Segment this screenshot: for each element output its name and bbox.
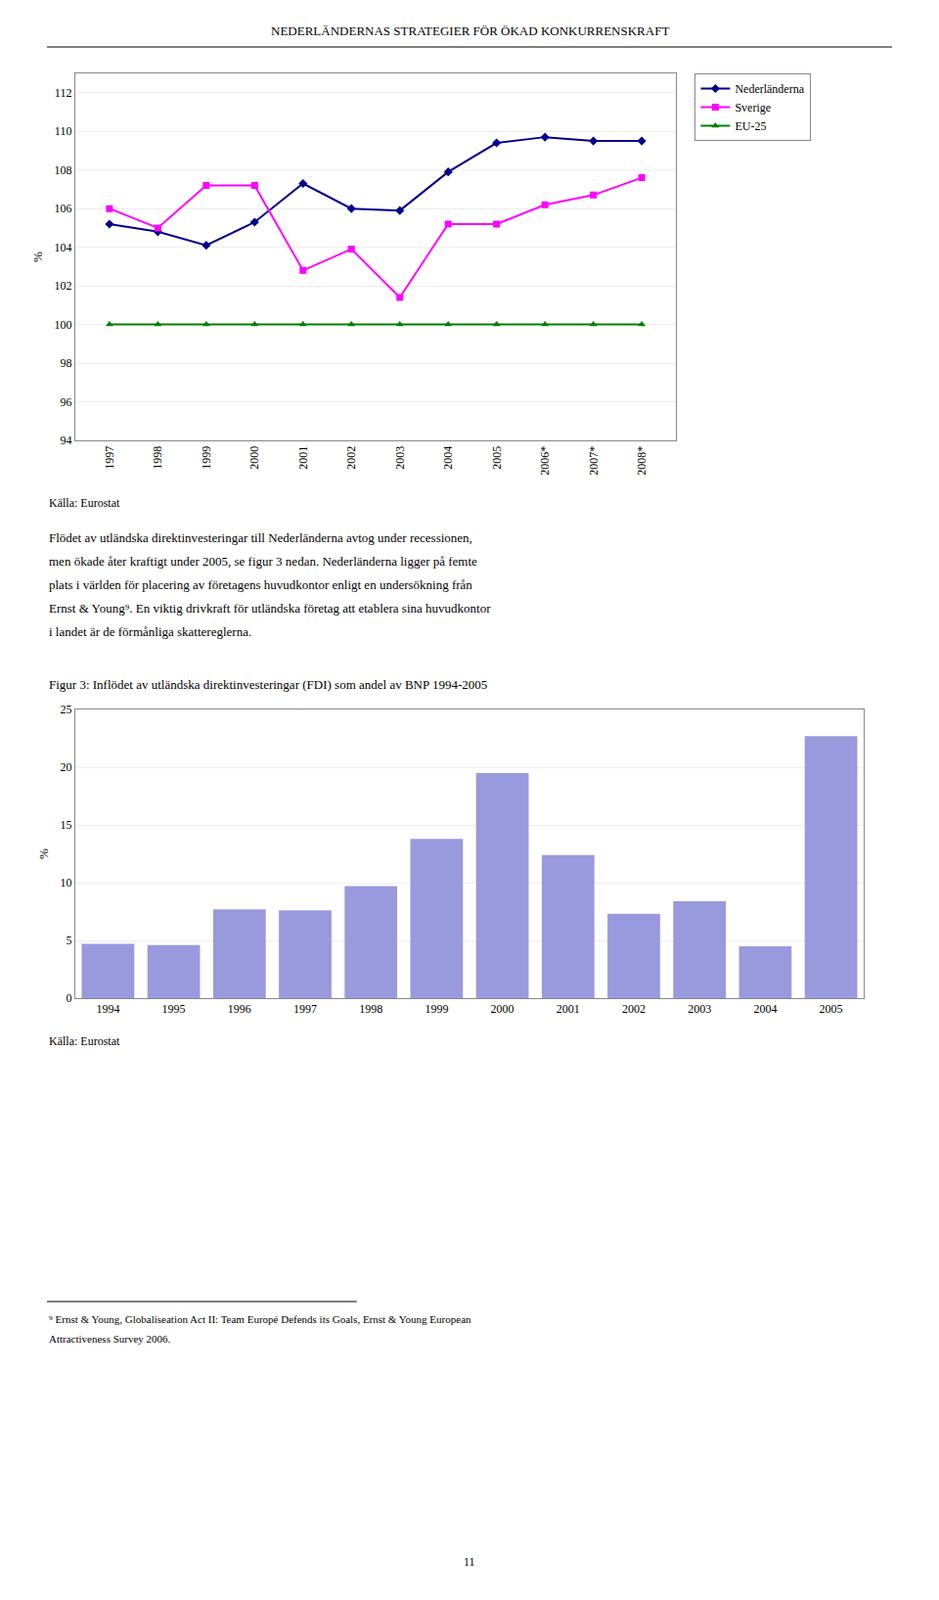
svg-text:2000: 2000 (491, 1001, 515, 1016)
svg-text:men ökade åter kraftigt under: men ökade åter kraftigt under 2005, se f… (48, 553, 478, 569)
svg-text:EU-25: EU-25 (734, 119, 766, 134)
svg-text:96: 96 (59, 395, 72, 409)
svg-text:94: 94 (59, 433, 72, 448)
svg-text:11: 11 (463, 1554, 476, 1568)
svg-text:2005: 2005 (490, 446, 504, 470)
svg-text:20: 20 (59, 760, 72, 774)
svg-text:98: 98 (59, 356, 72, 370)
svg-text:%: % (36, 848, 51, 859)
svg-text:1999: 1999 (199, 446, 214, 470)
svg-text:2006*: 2006* (537, 446, 552, 476)
svg-text:plats i världen för placering: plats i världen för placering av företag… (48, 577, 473, 592)
svg-text:2003: 2003 (393, 446, 407, 470)
svg-text:1995: 1995 (162, 1001, 186, 1016)
svg-text:1999: 1999 (424, 1001, 448, 1016)
svg-text:Ernst & Young⁹. En viktig driv: Ernst & Young⁹. En viktig drivkraft för … (48, 600, 492, 616)
svg-text:1997: 1997 (293, 1001, 317, 1016)
svg-text:%: % (30, 251, 45, 263)
svg-text:2004: 2004 (753, 1001, 777, 1016)
svg-text:2007*: 2007* (586, 446, 601, 476)
svg-text:100: 100 (53, 317, 72, 332)
svg-text:15: 15 (59, 817, 72, 832)
svg-text:25: 25 (59, 702, 72, 716)
svg-text:2001: 2001 (296, 446, 311, 470)
svg-text:112: 112 (54, 86, 73, 100)
svg-text:Sverige: Sverige (734, 100, 771, 115)
svg-text:Källa: Eurostat: Källa: Eurostat (48, 495, 121, 510)
svg-text:Flödet av utländska direktinve: Flödet av utländska direktinvesteringar … (48, 530, 473, 545)
svg-text:1998: 1998 (358, 1001, 383, 1016)
svg-text:2004: 2004 (441, 446, 455, 470)
svg-text:108: 108 (53, 163, 72, 178)
svg-text:2005: 2005 (819, 1001, 844, 1016)
svg-text:Attractiveness Survey 2006.: Attractiveness Survey 2006. (48, 1332, 172, 1344)
svg-text:1997: 1997 (102, 446, 117, 470)
svg-text:Figur 3: Inflödet av utländska: Figur 3: Inflödet av utländska direktinv… (48, 676, 488, 692)
svg-text:i landet är de förmånliga skat: i landet är de förmånliga skattereglerna… (48, 624, 252, 639)
svg-text:10: 10 (59, 875, 72, 890)
svg-text:2002: 2002 (344, 446, 358, 470)
svg-text:104: 104 (53, 240, 72, 255)
svg-text:Nederländerna: Nederländerna (734, 82, 805, 96)
svg-text:⁹ Ernst & Young, Globaliseatio: ⁹ Ernst & Young, Globaliseation Act II: … (48, 1312, 472, 1325)
svg-text:110: 110 (54, 124, 73, 138)
svg-text:102: 102 (53, 278, 72, 293)
svg-text:2003: 2003 (687, 1001, 712, 1016)
svg-text:2002: 2002 (622, 1001, 646, 1016)
svg-text:106: 106 (53, 201, 72, 216)
svg-text:1998: 1998 (150, 446, 165, 470)
svg-text:NEDERLÄNDERNAS STRATEGIER FÖR: NEDERLÄNDERNAS STRATEGIER FÖR ÖKAD KONKU… (270, 23, 670, 39)
svg-text:1996: 1996 (227, 1001, 252, 1016)
svg-text:1994: 1994 (95, 1001, 120, 1016)
svg-text:5: 5 (65, 933, 72, 947)
svg-text:2001: 2001 (556, 1001, 581, 1016)
svg-text:0: 0 (65, 990, 72, 1005)
svg-text:Källa: Eurostat: Källa: Eurostat (48, 1033, 121, 1048)
svg-text:2008*: 2008* (634, 446, 649, 476)
svg-text:2000: 2000 (247, 446, 262, 470)
